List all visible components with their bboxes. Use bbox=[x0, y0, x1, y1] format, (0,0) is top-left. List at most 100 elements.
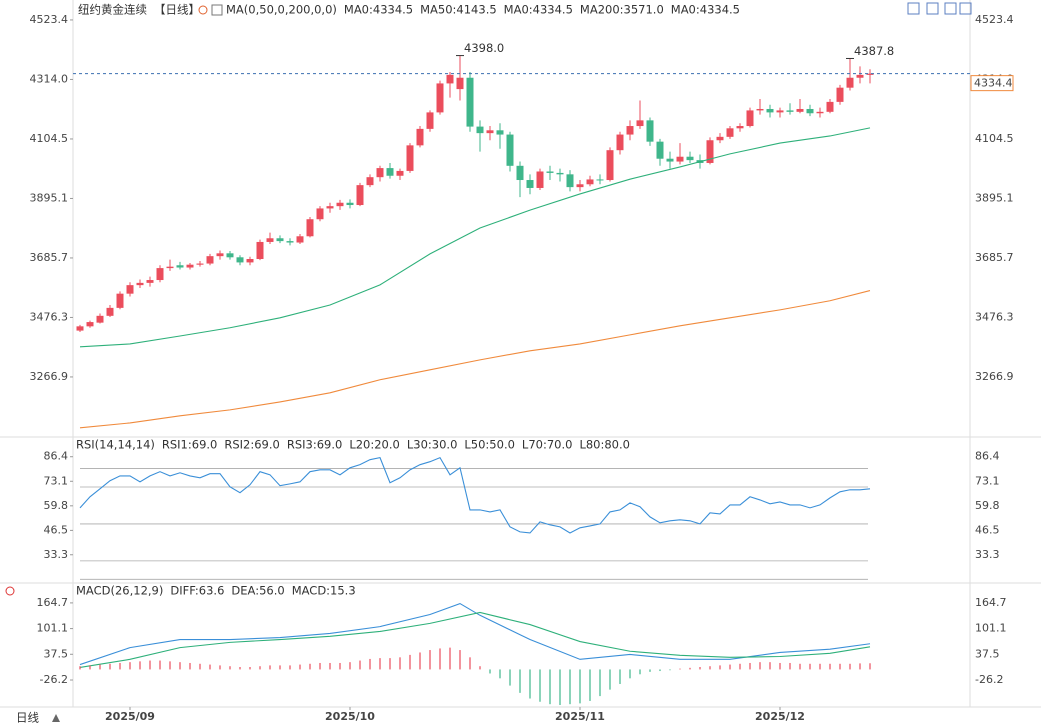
candle-body bbox=[156, 268, 164, 281]
line bbox=[79, 127, 871, 348]
period-button[interactable]: 日线 bbox=[16, 711, 39, 725]
y-tick-label-right: 4104.5 bbox=[975, 132, 1014, 145]
annotation: 4398.0 bbox=[464, 41, 504, 55]
indicator-title: RSI(14,14,14) bbox=[76, 438, 155, 452]
candle-body bbox=[866, 73, 874, 75]
period: 【日线】 bbox=[154, 3, 200, 17]
icon[interactable] bbox=[959, 2, 972, 15]
candle-body bbox=[306, 219, 314, 237]
candle-body bbox=[326, 206, 334, 209]
candle-body bbox=[86, 322, 94, 327]
candle-body bbox=[616, 134, 624, 151]
candle-body bbox=[566, 174, 574, 188]
y-tick-label-right: 46.5 bbox=[975, 523, 1000, 536]
legend-entry: MACD:15.3 bbox=[292, 584, 356, 598]
candle-body bbox=[486, 130, 494, 134]
legend-entry: MA0:4334.5 bbox=[344, 3, 413, 17]
y-tick-label: 3266.9 bbox=[30, 370, 69, 383]
y-tick-label-right: 3266.9 bbox=[975, 370, 1014, 383]
legend-entry: MA0:4334.5 bbox=[504, 3, 573, 17]
candle-body bbox=[436, 83, 444, 113]
icon[interactable] bbox=[926, 2, 939, 15]
candle-body bbox=[406, 145, 414, 171]
candle-body bbox=[416, 128, 424, 146]
candle-body bbox=[846, 77, 854, 88]
y-tick-label: 73.1 bbox=[44, 474, 69, 487]
y-tick-label: 37.5 bbox=[44, 647, 69, 660]
legend-entry: MA0:4334.5 bbox=[671, 3, 740, 17]
last-price-box bbox=[970, 75, 1014, 92]
candle-body bbox=[546, 171, 554, 173]
candle-body bbox=[756, 108, 764, 111]
period-arrow[interactable] bbox=[52, 714, 60, 722]
candle-body bbox=[76, 326, 84, 331]
candle-body bbox=[676, 156, 684, 162]
candle-body bbox=[506, 134, 514, 166]
candle-body bbox=[366, 177, 374, 186]
toggle-icon[interactable] bbox=[198, 5, 208, 15]
candle-body bbox=[246, 259, 254, 263]
candle-body bbox=[796, 108, 804, 112]
y-tick-label-right: 101.1 bbox=[975, 622, 1007, 635]
candle-body bbox=[516, 165, 524, 181]
candle-body bbox=[706, 140, 714, 163]
candle-body bbox=[476, 126, 484, 134]
candle-body bbox=[856, 74, 864, 78]
legend-entry: RSI1:69.0 bbox=[162, 438, 217, 452]
candle-body bbox=[776, 110, 784, 113]
y-tick-label: 101.1 bbox=[37, 622, 69, 635]
candle-body bbox=[606, 150, 614, 181]
candle-body bbox=[466, 77, 474, 127]
indicator: MA(0,50,0,200,0,0) bbox=[226, 3, 337, 17]
line bbox=[79, 611, 871, 668]
last-price-label: 4334.4 bbox=[974, 77, 1013, 90]
y-tick-label: 4523.4 bbox=[30, 13, 69, 26]
y-tick-label: 3476.3 bbox=[30, 310, 69, 323]
indicator-title: MACD(26,12,9) bbox=[76, 584, 163, 598]
candle-body bbox=[186, 264, 194, 268]
chart-title: 纽约黄金连续 bbox=[78, 3, 147, 17]
settings-icon[interactable] bbox=[5, 586, 15, 596]
candle-body bbox=[386, 168, 394, 176]
candle-body bbox=[666, 158, 674, 162]
y-tick-label-right: -26.2 bbox=[975, 673, 1003, 686]
level-label: L30:30.0 bbox=[407, 438, 458, 452]
candle-body bbox=[236, 257, 244, 263]
candle-body bbox=[296, 236, 304, 243]
candle-body bbox=[636, 120, 644, 127]
candle-body bbox=[656, 141, 664, 159]
y-tick-label: 59.8 bbox=[44, 499, 69, 512]
candle-body bbox=[496, 130, 504, 135]
y-tick-label-right: 37.5 bbox=[975, 647, 1000, 660]
candle-body bbox=[816, 111, 824, 114]
icon[interactable] bbox=[944, 2, 957, 15]
y-tick-label: 3685.7 bbox=[30, 251, 69, 264]
legend-entry: RSI2:69.0 bbox=[224, 438, 279, 452]
candle-body bbox=[116, 293, 124, 308]
candle-body bbox=[166, 266, 174, 269]
line bbox=[79, 290, 871, 429]
legend-entry: DIFF:63.6 bbox=[170, 584, 224, 598]
y-tick-label: -26.2 bbox=[40, 673, 68, 686]
y-tick-label-right: 33.3 bbox=[975, 548, 1000, 561]
candle-body bbox=[376, 168, 384, 178]
icon[interactable] bbox=[907, 2, 920, 15]
legend-entry: RSI3:69.0 bbox=[287, 438, 342, 452]
y-tick-label-right: 86.4 bbox=[975, 450, 1000, 463]
candle-body bbox=[526, 180, 534, 188]
x-tick-label: 2025/11 bbox=[555, 710, 605, 723]
candle-body bbox=[396, 170, 404, 176]
candle-body bbox=[106, 307, 114, 316]
candle-body bbox=[446, 74, 454, 84]
candle-body bbox=[126, 285, 134, 294]
candle-body bbox=[266, 238, 274, 242]
candle-body bbox=[456, 77, 464, 90]
level-label: L70:70.0 bbox=[522, 438, 573, 452]
candle-body bbox=[646, 120, 654, 142]
y-tick-label: 164.7 bbox=[37, 596, 69, 609]
candle-body bbox=[536, 171, 544, 188]
toolbar-icons[interactable] bbox=[907, 2, 972, 15]
